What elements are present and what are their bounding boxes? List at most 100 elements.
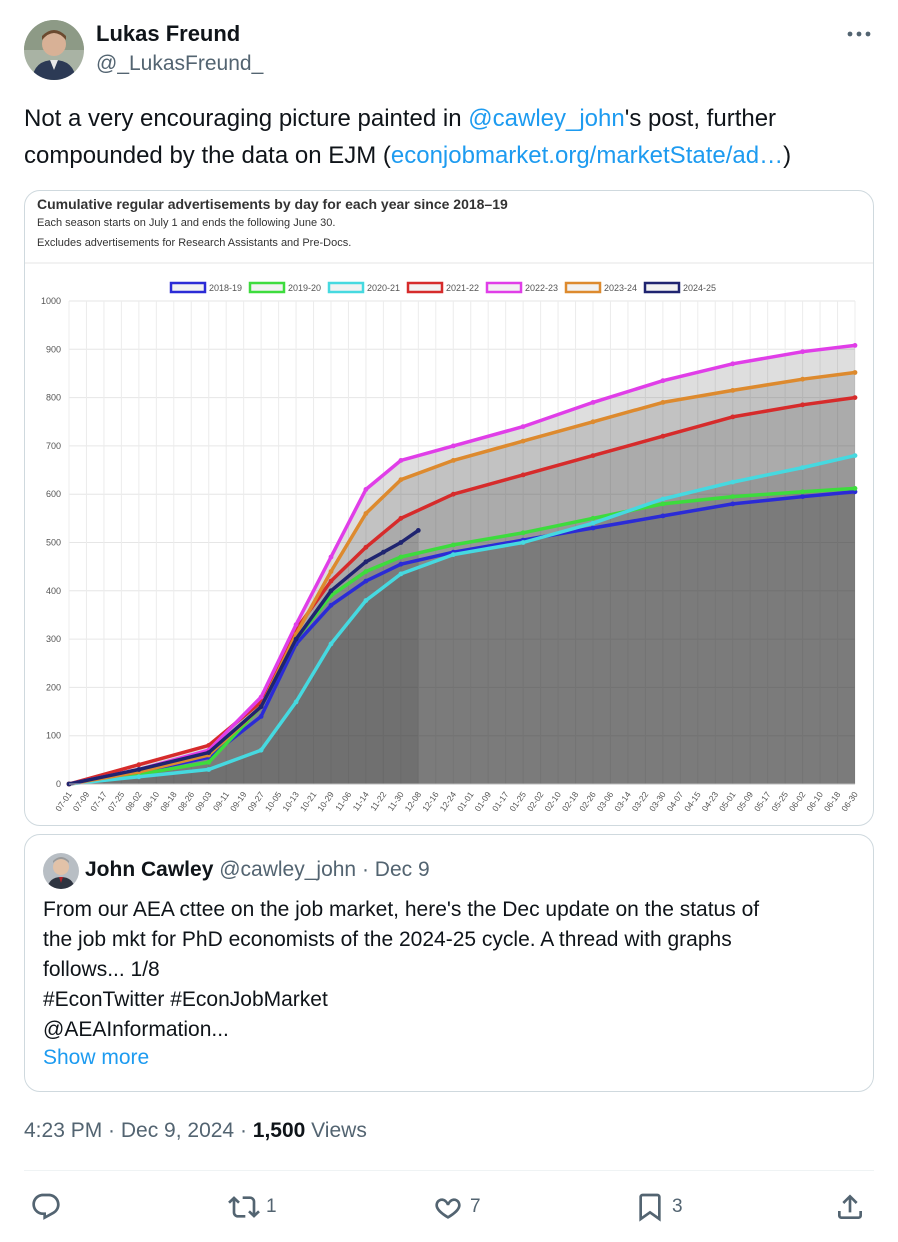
series-point	[450, 443, 456, 449]
series-point	[590, 400, 596, 405]
x-tick-label: 08-18	[158, 789, 179, 813]
y-tick-label: 400	[46, 586, 61, 596]
repost-button[interactable]: 1	[228, 1190, 277, 1224]
quoted-text-line: follows... 1/8	[43, 958, 160, 981]
quoted-separator: ·	[356, 858, 375, 881]
legend-label: 2024-25	[683, 283, 716, 293]
series-point	[590, 525, 596, 531]
y-tick-label: 1000	[41, 296, 61, 306]
chart-subtitle: Each season starts on July 1 and ends th…	[37, 217, 335, 229]
reply-button[interactable]	[30, 1190, 68, 1224]
series-point	[852, 489, 858, 495]
tweet-text: Not a very encouraging picture painted i…	[24, 100, 874, 174]
quoted-author-name[interactable]: John Cawley	[85, 858, 214, 881]
author-avatar[interactable]	[24, 20, 84, 80]
series-area	[69, 372, 855, 784]
series-point	[206, 759, 212, 765]
series-point	[363, 598, 369, 603]
x-tick-label: 03-06	[595, 789, 616, 813]
quoted-tweet[interactable]: John Cawley @cawley_john · Dec 9 From ou…	[24, 834, 874, 1092]
series-line	[67, 528, 421, 786]
series-point	[520, 438, 526, 444]
x-tick-label: 05-09	[734, 789, 755, 813]
series-point	[520, 530, 526, 536]
chart-image[interactable]: Cumulative regular advertisements by day…	[24, 190, 874, 826]
series-point	[730, 414, 736, 420]
series-point	[206, 750, 212, 755]
x-tick-label: 10-21	[298, 789, 319, 813]
bookmark-icon	[639, 1193, 661, 1222]
series-point	[450, 458, 456, 463]
series-point	[328, 602, 334, 608]
series-point	[258, 704, 264, 710]
series-point	[660, 501, 666, 507]
x-tick-label: 02-26	[577, 789, 598, 813]
y-tick-label: 700	[46, 441, 61, 451]
author-name[interactable]: Lukas Freund	[96, 21, 241, 46]
url-link[interactable]: econjobmarket.org/marketState/ad…	[390, 142, 784, 169]
series-area	[69, 345, 855, 784]
mention-link[interactable]: @cawley_john	[468, 105, 625, 132]
x-tick-label: 11-30	[385, 789, 405, 812]
share-button[interactable]	[834, 1190, 872, 1224]
legend-swatch	[327, 281, 365, 294]
quoted-text-line: From our AEA cttee on the job market, he…	[43, 898, 760, 921]
series-point	[590, 453, 596, 458]
show-more-link[interactable]: Show more	[43, 1046, 150, 1069]
x-tick-label: 06-02	[787, 789, 808, 813]
series-point	[398, 458, 404, 463]
tweet-timestamp[interactable]: 4:23 PM · Dec 9, 2024 ·	[24, 1119, 253, 1142]
like-button[interactable]: 7	[432, 1190, 481, 1224]
x-tick-label: 08-26	[176, 789, 197, 813]
series-point	[800, 494, 805, 499]
quoted-author-avatar[interactable]	[43, 853, 79, 889]
divider	[24, 1170, 874, 1171]
reply-icon	[32, 1193, 60, 1220]
x-tick-label: 07-25	[106, 789, 127, 813]
x-tick-label: 01-09	[472, 789, 493, 813]
series-point	[730, 361, 736, 367]
y-tick-label: 300	[46, 634, 61, 644]
repost-icon	[228, 1196, 260, 1218]
quoted-author-handle[interactable]: @cawley_john	[219, 858, 357, 881]
x-tick-label: 06-30	[839, 789, 860, 813]
series-point	[328, 641, 334, 647]
more-button[interactable]	[842, 20, 876, 48]
series-area	[69, 397, 855, 784]
bookmark-button[interactable]: 3	[634, 1190, 683, 1224]
series-point	[852, 343, 858, 348]
x-tick-label: 08-10	[141, 789, 162, 813]
series-point	[363, 511, 369, 516]
series-point	[852, 453, 858, 458]
views-label: Views	[305, 1119, 367, 1142]
y-tick-label: 200	[46, 682, 61, 692]
quoted-text: From our AEA cttee on the job market, he…	[43, 895, 863, 1045]
y-tick-label: 0	[56, 779, 61, 789]
tweet-text-part: 's post, further compounded by the data …	[24, 105, 777, 169]
legend-label: 2020-21	[367, 283, 400, 293]
chart-title: Cumulative regular advertisements by day…	[37, 196, 508, 212]
quoted-date[interactable]: Dec 9	[374, 858, 430, 881]
x-tick-label: 07-17	[88, 789, 109, 813]
series-point	[520, 540, 526, 545]
quoted-header: John Cawley @cawley_john · Dec 9	[85, 855, 430, 885]
series-point	[660, 433, 666, 439]
series-point	[398, 540, 404, 545]
x-tick-label: 04-07	[665, 789, 686, 813]
x-tick-label: 02-02	[525, 789, 546, 813]
x-tick-label: 10-05	[263, 789, 284, 813]
series-point	[398, 571, 404, 577]
x-tick-label: 06-18	[822, 789, 843, 813]
x-tick-label: 05-01	[717, 789, 738, 813]
series-point	[363, 569, 369, 574]
series-point	[520, 472, 526, 478]
x-tick-label: 01-01	[455, 789, 476, 813]
series-point	[800, 402, 805, 408]
author-handle[interactable]: @_LukasFreund_	[96, 52, 264, 75]
x-tick-label: 09-11	[211, 789, 231, 812]
x-tick-label: 12-08	[403, 789, 424, 813]
series-point	[136, 774, 142, 780]
share-icon	[838, 1194, 862, 1219]
series-point	[258, 694, 264, 700]
legend-label: 2018-19	[209, 283, 242, 293]
